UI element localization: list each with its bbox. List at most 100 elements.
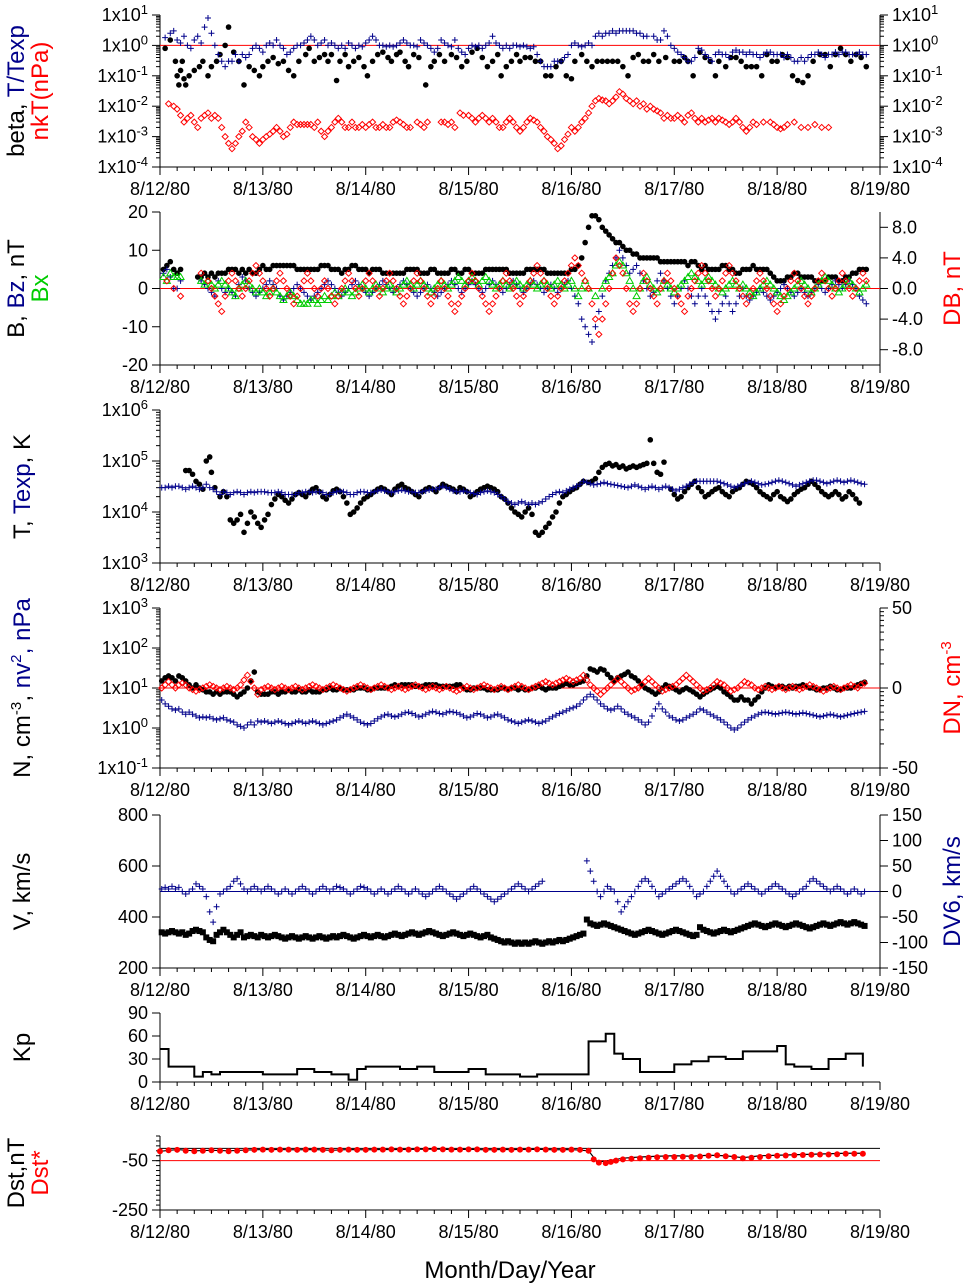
data-point xyxy=(506,114,514,123)
data-point xyxy=(745,880,751,887)
data-point xyxy=(349,42,355,49)
data-point xyxy=(225,24,232,30)
data-point xyxy=(585,224,592,231)
data-point xyxy=(237,929,244,936)
data-point xyxy=(830,921,837,928)
data-point xyxy=(335,45,342,52)
data-point xyxy=(494,491,501,498)
data-point xyxy=(808,274,815,280)
right-axis-label-part: -3 xyxy=(938,641,955,654)
data-point xyxy=(210,486,217,493)
data-point xyxy=(526,114,534,123)
data-point xyxy=(488,280,497,288)
data-point xyxy=(666,284,676,292)
data-point xyxy=(466,684,474,692)
right-tick-label: -50 xyxy=(892,758,918,778)
data-point xyxy=(716,484,722,491)
data-point xyxy=(176,272,185,281)
data-point xyxy=(276,269,284,277)
data-point xyxy=(425,684,433,692)
data-point xyxy=(474,885,481,892)
data-point xyxy=(687,284,696,293)
data-point xyxy=(450,929,457,936)
data-point xyxy=(253,293,259,300)
data-point xyxy=(796,888,803,895)
data-point xyxy=(556,710,563,717)
data-point xyxy=(200,58,206,65)
data-point xyxy=(388,58,395,65)
data-point xyxy=(804,123,812,132)
data-point xyxy=(194,123,202,132)
data-point xyxy=(799,1151,806,1158)
data-point xyxy=(669,486,676,493)
data-point xyxy=(325,262,331,269)
data-point xyxy=(599,33,606,40)
data-point xyxy=(285,721,292,728)
data-point xyxy=(761,682,769,691)
data-point xyxy=(762,481,769,488)
data-point xyxy=(728,276,737,284)
data-point xyxy=(604,58,611,65)
data-point xyxy=(451,37,458,44)
data-point xyxy=(361,63,367,70)
data-point xyxy=(254,690,262,699)
data-point xyxy=(762,709,769,716)
data-point xyxy=(504,685,512,694)
data-point xyxy=(858,709,865,716)
data-point xyxy=(638,929,645,936)
data-point xyxy=(477,711,484,718)
data-point xyxy=(210,919,217,926)
data-point xyxy=(834,883,841,890)
data-point xyxy=(584,109,593,117)
right-axis-label-part: DV6, km/s xyxy=(939,836,966,947)
data-point xyxy=(710,873,717,880)
data-point xyxy=(271,489,278,496)
data-point xyxy=(319,883,326,890)
data-point xyxy=(378,885,385,892)
data-point xyxy=(463,714,470,721)
y-tick-label: -50 xyxy=(122,1151,148,1171)
data-point xyxy=(577,1146,583,1153)
data-point xyxy=(254,934,261,941)
data-point xyxy=(725,120,733,129)
data-point xyxy=(831,284,840,293)
data-point xyxy=(705,300,712,307)
data-point xyxy=(508,58,515,65)
data-point xyxy=(827,711,834,718)
data-point xyxy=(669,287,679,296)
y-tick-label: 1x10-1 xyxy=(97,63,148,86)
tick-exponent: 3 xyxy=(141,550,148,565)
data-point xyxy=(626,247,633,254)
data-point xyxy=(215,51,222,58)
data-point xyxy=(251,67,258,74)
data-point xyxy=(830,478,837,485)
data-point xyxy=(347,891,354,898)
data-point xyxy=(738,280,748,288)
data-point xyxy=(347,712,354,719)
data-point xyxy=(613,1157,619,1164)
data-point xyxy=(495,280,504,288)
data-point xyxy=(666,712,673,719)
data-point xyxy=(571,254,579,262)
data-point xyxy=(676,878,683,885)
data-point xyxy=(213,280,223,288)
data-point xyxy=(470,685,478,694)
data-point xyxy=(817,1151,823,1158)
data-point xyxy=(741,284,751,292)
data-point xyxy=(673,880,679,887)
data-point xyxy=(625,276,635,284)
data-point xyxy=(366,293,373,300)
data-point xyxy=(181,33,187,40)
right-tick-label: 50 xyxy=(892,598,912,618)
data-point xyxy=(431,58,438,65)
data-point xyxy=(196,63,203,70)
data-point xyxy=(186,888,193,895)
data-point xyxy=(245,277,253,285)
data-point xyxy=(348,277,356,285)
data-point xyxy=(748,714,755,721)
data-point xyxy=(599,224,606,231)
data-point xyxy=(604,272,614,281)
data-point xyxy=(783,120,792,129)
data-point xyxy=(175,930,182,937)
